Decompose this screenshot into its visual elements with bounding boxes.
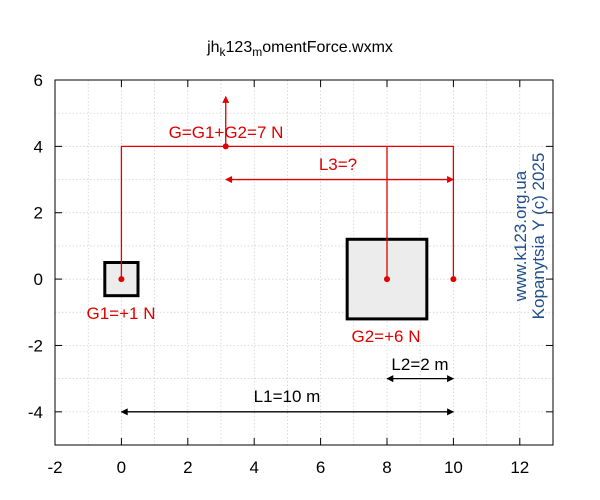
resultant-point (222, 143, 229, 150)
plot-frame (54, 79, 554, 446)
x-tick-label: 8 (382, 458, 391, 477)
title-part: 123 (226, 39, 253, 56)
y-tick-label: -4 (28, 403, 43, 422)
resultant-label: G=G1+G2=7 N (169, 123, 284, 142)
l2-label: L2=2 m (391, 355, 448, 374)
chart-title: jhk123momentForce.wxmx (206, 39, 393, 59)
x-tick-label: 12 (510, 458, 529, 477)
x-tick-label: 0 (117, 458, 126, 477)
g1-label: G1=+1 N (87, 304, 156, 323)
l1-end-point (450, 276, 457, 283)
g1-line (120, 145, 455, 280)
y-tick-label: 6 (34, 71, 43, 90)
x-tick-label: 2 (183, 458, 192, 477)
g1-point (118, 276, 125, 283)
y-tick-label: 0 (34, 270, 43, 289)
l1-label: L1=10 m (254, 387, 321, 406)
watermark-url: www.k123.org.ua (511, 170, 530, 302)
x-tick-label: 10 (444, 458, 463, 477)
x-tick-label: 6 (316, 458, 325, 477)
title-part: m (252, 45, 262, 59)
title-part: k (220, 45, 227, 59)
g2-label: G2=+6 N (352, 327, 421, 346)
x-tick-label: 4 (249, 458, 258, 477)
title-part: omentForce.wxmx (262, 39, 393, 56)
y-tick-label: 2 (34, 204, 43, 223)
watermark-copyright: Kopanytsia Y (c) 2025 (529, 153, 548, 320)
l3-label: L3=? (319, 155, 357, 174)
x-tick-label: -2 (47, 458, 62, 477)
title-part: jh (206, 39, 219, 56)
g2-point (384, 276, 390, 283)
y-tick-label: 4 (34, 137, 43, 156)
y-tick-label: -2 (28, 336, 43, 355)
